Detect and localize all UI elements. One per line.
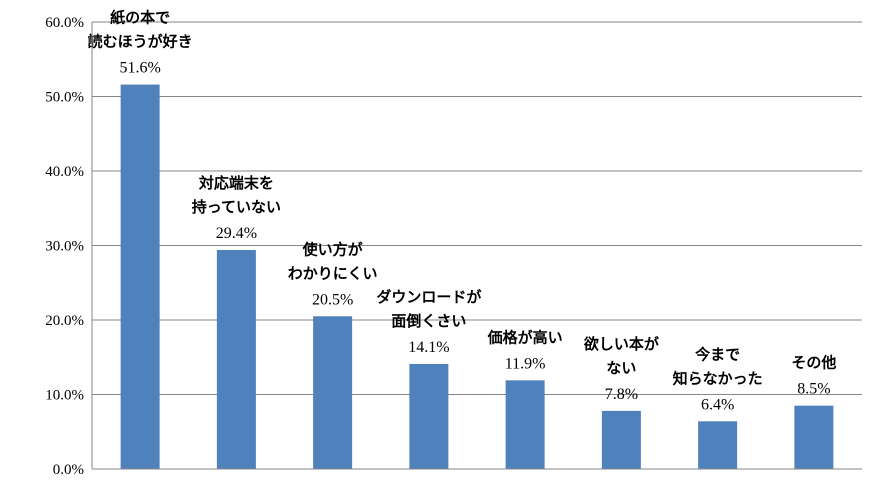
y-tick-label: 30.0%	[45, 239, 84, 255]
value-label: 51.6%	[119, 60, 160, 77]
y-tick-label: 50.0%	[45, 90, 84, 106]
category-label: 今まで	[694, 345, 740, 363]
category-label: わかりにくい	[288, 264, 378, 282]
category-label: 使い方が	[302, 240, 364, 258]
bar	[216, 249, 256, 469]
bar	[313, 316, 353, 469]
y-tick-label: 0.0%	[53, 462, 84, 478]
bar	[120, 84, 160, 469]
category-label: 対応端末を	[198, 174, 274, 192]
y-axis-tick-labels: 0.0% 10.0% 20.0% 30.0% 40.0% 50.0% 60.0%	[45, 15, 84, 478]
category-label: その他	[791, 354, 836, 372]
category-label: 知らなかった	[673, 369, 763, 387]
value-label: 29.4%	[216, 225, 257, 242]
y-tick-label: 40.0%	[45, 164, 84, 180]
value-label: 7.8%	[605, 386, 638, 403]
bar	[601, 410, 641, 469]
category-label: 持っていない	[192, 198, 281, 216]
value-label: 8.5%	[797, 381, 830, 398]
y-tick-label: 20.0%	[45, 313, 84, 329]
category-label: 紙の本で	[110, 9, 170, 27]
bar	[505, 380, 545, 469]
category-label: ない	[606, 359, 636, 377]
y-tick-label: 10.0%	[45, 388, 84, 404]
category-labels: 紙の本で読むほうが好き対応端末を持っていない使い方がわかりにくいダウンロードが面…	[88, 9, 837, 388]
category-label: 価格が高い	[487, 328, 563, 346]
y-tick-label: 60.0%	[45, 15, 84, 31]
value-label: 6.4%	[701, 396, 734, 413]
category-label: 読むほうが好き	[88, 33, 193, 51]
bar	[409, 363, 449, 469]
value-label: 11.9%	[505, 355, 546, 372]
value-labels: 51.6% 29.4% 20.5% 14.1% 11.9% 7.8% 6.4% 8.5%	[119, 60, 830, 414]
category-label: 面倒くさい	[391, 312, 466, 330]
category-label: 欲しい本が	[583, 335, 660, 353]
bars	[120, 84, 834, 469]
category-label: ダウンロードが	[376, 288, 482, 306]
bar	[794, 405, 834, 469]
value-label: 14.1%	[408, 339, 449, 356]
value-label: 20.5%	[312, 291, 353, 308]
bar	[698, 421, 738, 469]
